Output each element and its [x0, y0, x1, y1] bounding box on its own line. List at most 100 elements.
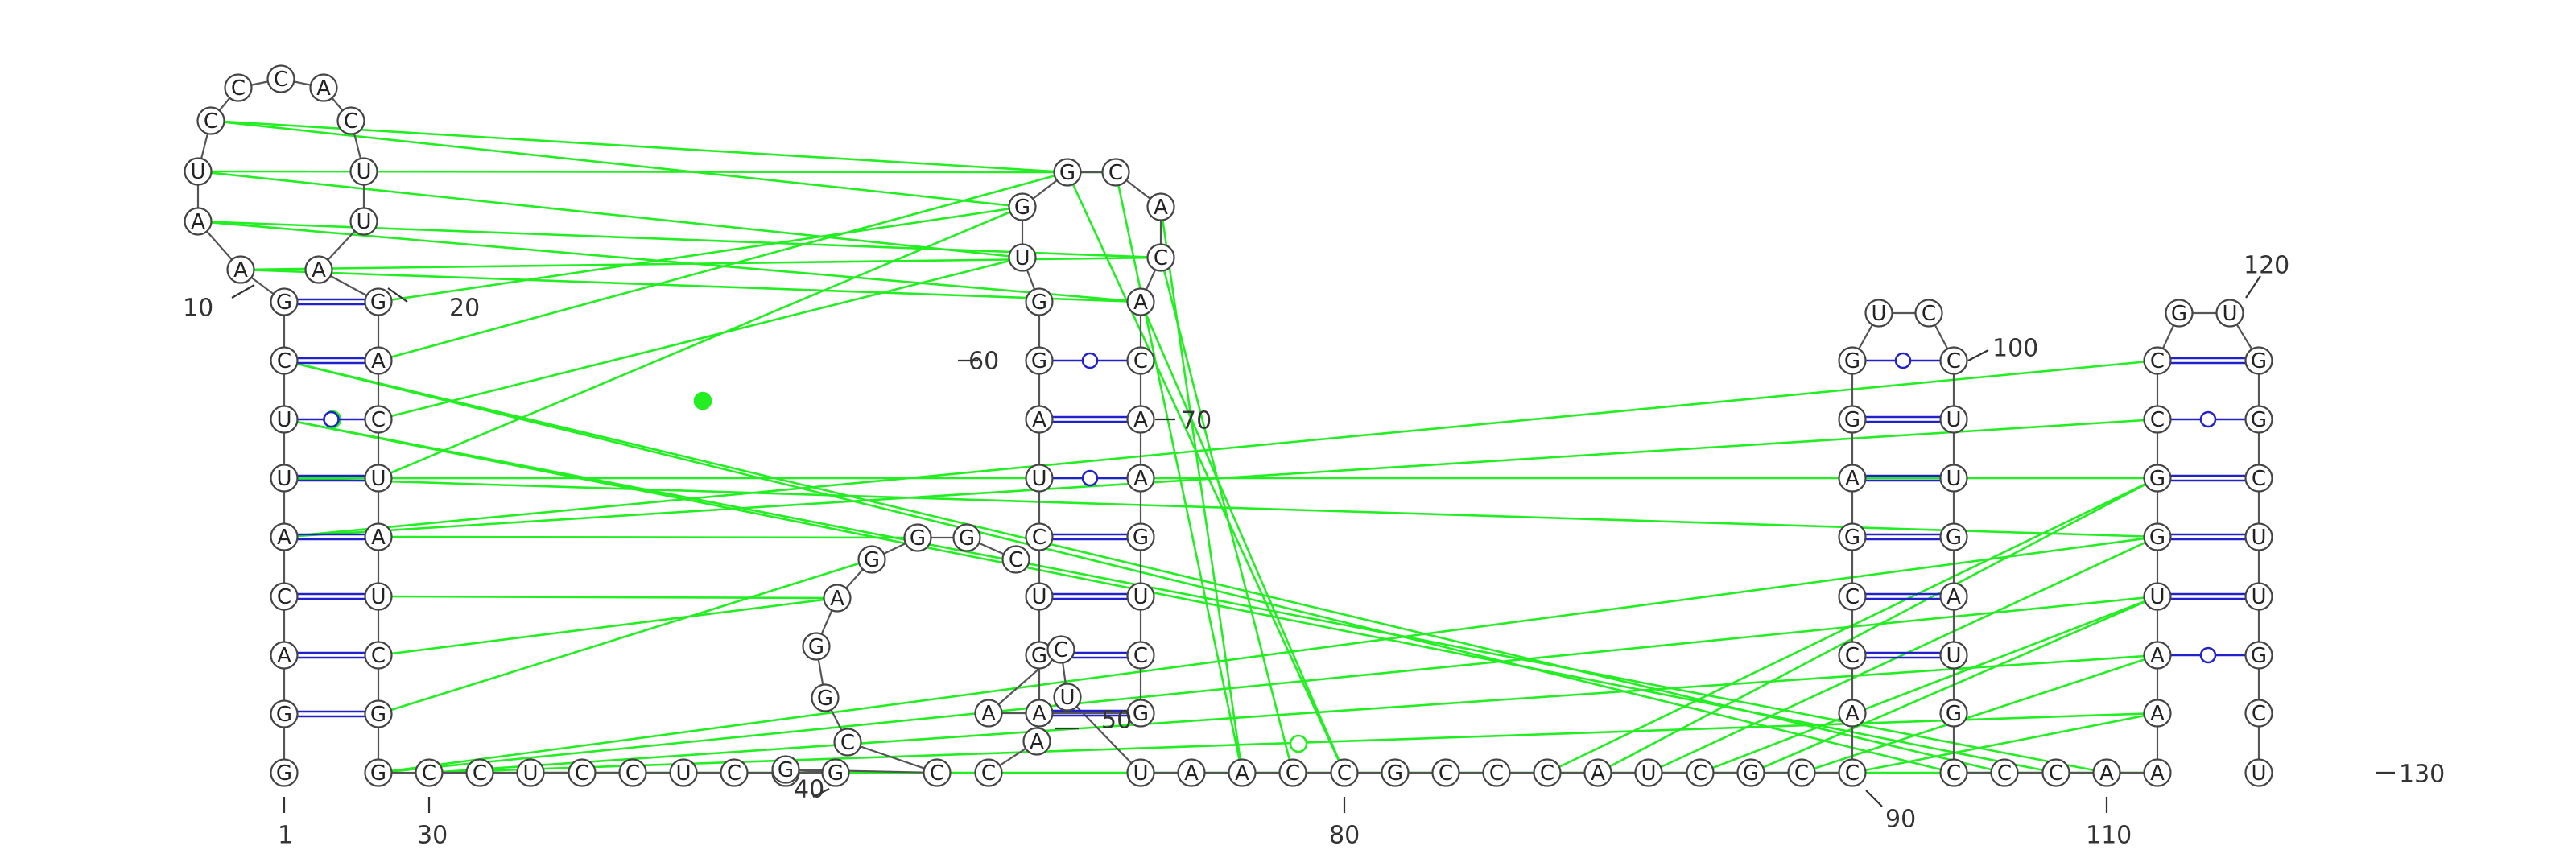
nucleotide-circle: [1736, 758, 1765, 787]
nucleotide-circle: [270, 287, 299, 316]
nucleotide: G: [1838, 405, 1867, 434]
number-label: 40: [794, 776, 824, 804]
nucleotide-letter: A: [277, 644, 291, 668]
nucleotide-letter: U: [2149, 585, 2165, 609]
nucleotide-circle: [1126, 346, 1155, 375]
tertiary-interaction-line: [283, 418, 2107, 774]
nucleotide-letter: U: [2222, 302, 2237, 326]
nucleotide-letter: U: [1014, 246, 1030, 270]
nucleotide-letter: C: [1133, 644, 1148, 668]
nucleotide: G: [1025, 346, 1054, 375]
nucleotide: C: [1939, 758, 1968, 787]
nucleotide: C: [1686, 758, 1715, 787]
nucleotide-circle: [1838, 641, 1867, 670]
nucleotide-circle: [196, 106, 225, 135]
nucleotide-circle: [270, 582, 299, 611]
nucleotide-letter: U: [2251, 526, 2266, 550]
wobble-pair-marker: [1081, 469, 1099, 487]
nucleotide-letter: C: [1286, 761, 1300, 786]
nucleotide-letter: C: [1794, 761, 1809, 786]
nucleotide: G: [2143, 522, 2172, 551]
nucleotide-circle: [184, 157, 213, 186]
tertiary-interaction-line: [197, 170, 1023, 259]
nucleotide-circle: [1025, 287, 1054, 316]
nucleotide-circle: [1022, 727, 1051, 756]
number-label: 130: [2399, 761, 2445, 789]
nucleotide-circle: [1939, 582, 1968, 611]
nucleotide-letter: A: [371, 526, 386, 550]
nucleotide: C: [923, 758, 952, 787]
nucleotide-letter: C: [840, 731, 855, 755]
nucleotide-letter: G: [2251, 408, 2267, 432]
nucleotide-circle: [2143, 582, 2172, 611]
nucleotide-letter: C: [930, 761, 944, 786]
nucleotide: C: [1838, 641, 1867, 670]
nucleotide-letter: G: [2171, 302, 2187, 326]
nucleotide: C: [465, 758, 494, 787]
nucleotide-letter: A: [830, 587, 844, 611]
tertiary-interaction-line: [1139, 301, 1346, 774]
nucleotide-circle: [1939, 405, 1968, 434]
nucleotide: G: [364, 699, 393, 728]
number-label: 10: [183, 295, 213, 323]
nucleotide-letter: C: [1540, 761, 1554, 786]
nucleotide-circle: [2165, 299, 2194, 328]
nucleotide: A: [1126, 287, 1155, 316]
tertiary-interaction-line: [1801, 654, 2158, 774]
nucleotide-letter: C: [1845, 761, 1860, 786]
nucleotide-letter: A: [1133, 291, 1148, 315]
nucleotide-circle: [1330, 758, 1359, 787]
nucleotide-circle: [270, 641, 299, 670]
nucleotide: A: [364, 522, 393, 551]
number-label: 60: [968, 348, 999, 376]
nucleotide-letter: G: [1031, 644, 1047, 668]
nucleotide: U: [516, 758, 545, 787]
nucleotide-letter: C: [371, 408, 386, 432]
nucleotide-letter: C: [625, 761, 640, 786]
nucleotide-circle: [1046, 635, 1075, 664]
nucleotide: C: [1101, 158, 1130, 187]
nucleotide: C: [618, 758, 647, 787]
nucleotide-letter: G: [276, 761, 292, 786]
tertiary-interaction-line: [1159, 206, 1244, 774]
nucleotide-circle: [1381, 758, 1410, 787]
nucleotide-circle: [2244, 405, 2273, 434]
nucleotide: A: [2143, 641, 2172, 670]
nucleotide: A: [309, 73, 338, 102]
number-label: 100: [1992, 335, 2038, 363]
nucleotide: A: [1025, 699, 1054, 728]
tertiary-marker: [1289, 734, 1308, 753]
nucleotide-circle: [2143, 522, 2172, 551]
nucleotide-letter: U: [356, 160, 371, 184]
nucleotide-circle: [364, 346, 393, 375]
nucleotide-circle: [364, 522, 393, 551]
tertiary-interaction-line: [378, 205, 1023, 303]
nucleotide-letter: U: [1133, 761, 1148, 786]
nucleotide: C: [2143, 346, 2172, 375]
nucleotide-circle: [1686, 758, 1715, 787]
nucleotide: C: [833, 728, 862, 757]
nucleotide: C: [1278, 758, 1307, 787]
nucleotide-circle: [1008, 243, 1037, 272]
nucleotide: A: [2143, 699, 2172, 728]
nucleotide: A: [1025, 405, 1054, 434]
nucleotide: A: [2143, 758, 2172, 787]
tertiary-interaction-line: [378, 595, 838, 600]
nucleotide-circle: [364, 758, 393, 787]
nucleotide-letter: G: [370, 761, 386, 786]
nucleotide-letter: C: [2150, 349, 2165, 373]
nucleotide-circle: [1126, 641, 1155, 670]
nucleotide-letter: C: [1845, 585, 1860, 609]
nucleotide-letter: C: [1997, 761, 2012, 786]
nucleotide-letter: A: [277, 526, 291, 550]
nucleotide-letter: C: [277, 349, 291, 373]
nucleotide: C: [1126, 346, 1155, 375]
nucleotide: G: [811, 683, 840, 712]
nucleotide-circle: [1101, 158, 1130, 187]
nucleotide-circle: [1914, 299, 1943, 328]
nucleotide-letter: A: [191, 210, 205, 234]
nucleotide: A: [304, 255, 333, 284]
nucleotide-circle: [336, 106, 365, 135]
tertiary-interaction-line: [378, 535, 919, 539]
